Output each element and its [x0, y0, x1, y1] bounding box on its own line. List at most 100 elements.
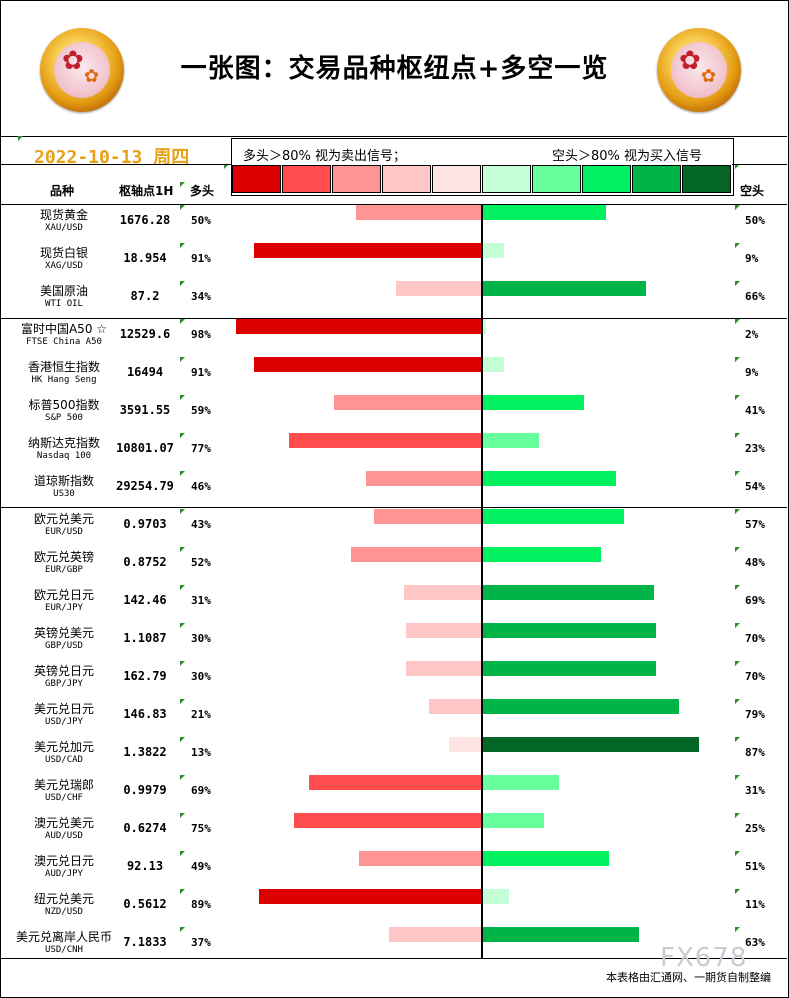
- long-bar: [373, 509, 481, 524]
- short-percent: 48%: [745, 556, 765, 569]
- short-bar: [481, 395, 584, 410]
- symbol-name: 现货白银: [39, 246, 88, 260]
- symbol-code: NZD/USD: [45, 907, 83, 917]
- symbol-name: 美元兑日元: [33, 702, 94, 716]
- symbol-name: 欧元兑英镑: [33, 550, 94, 564]
- long-bar: [406, 661, 481, 676]
- pivot-value: 142.46: [123, 593, 167, 607]
- short-bar: [481, 547, 601, 562]
- divider-indices: [0, 507, 787, 508]
- long-percent: 30%: [191, 632, 211, 645]
- report-date: 2022-10-13 周四: [34, 147, 190, 168]
- symbol-name: 标普500指数: [28, 398, 100, 412]
- row-tick: [180, 433, 185, 438]
- row-tick: [180, 509, 185, 514]
- short-bar: [481, 509, 624, 524]
- long-percent: 89%: [191, 898, 211, 911]
- short-bar: [481, 585, 654, 600]
- page-title: 一张图：交易品种枢纽点+多空一览: [180, 54, 609, 84]
- short-bar: [481, 623, 656, 638]
- row-tick: [735, 395, 740, 400]
- color-swatch: [332, 165, 381, 193]
- long-bar: [448, 737, 481, 752]
- row-tick: [180, 737, 185, 742]
- row-tick: [735, 357, 740, 362]
- long-bar: [333, 395, 481, 410]
- color-swatch: [482, 165, 531, 193]
- color-swatch: [632, 165, 681, 193]
- long-percent: 37%: [191, 936, 211, 949]
- corner-tick: [735, 164, 740, 169]
- short-bar: [481, 851, 609, 866]
- long-bar: [428, 699, 481, 714]
- color-swatch: [382, 165, 431, 193]
- corner-tick: [18, 136, 23, 141]
- symbol-code: USD/CAD: [45, 755, 83, 765]
- symbol-code: WTI OIL: [45, 299, 83, 309]
- row-tick: [180, 243, 185, 248]
- long-percent: 91%: [191, 252, 211, 265]
- short-percent: 31%: [745, 784, 765, 797]
- divider-header: [0, 204, 787, 205]
- long-bar: [308, 775, 481, 790]
- row-tick: [180, 357, 185, 362]
- row-tick: [735, 281, 740, 286]
- row-tick: [180, 585, 185, 590]
- long-percent: 91%: [191, 366, 211, 379]
- pivot-value: 0.9979: [123, 783, 167, 797]
- long-bar: [253, 357, 481, 372]
- short-bar: [481, 357, 504, 372]
- long-bar: [406, 623, 481, 638]
- short-percent: 79%: [745, 708, 765, 721]
- symbol-name: 美元兑瑞郎: [33, 778, 94, 792]
- short-percent: 87%: [745, 746, 765, 759]
- brand-logo-left: [40, 28, 124, 112]
- symbol-code: HK Hang Seng: [31, 375, 97, 385]
- row-tick: [735, 471, 740, 476]
- short-bar: [481, 699, 679, 714]
- pivot-value: 0.8752: [123, 555, 167, 569]
- short-bar: [481, 433, 539, 448]
- short-bar: [481, 813, 544, 828]
- long-bar: [288, 433, 481, 448]
- row-tick: [735, 205, 740, 210]
- row-tick: [735, 699, 740, 704]
- short-percent: 41%: [745, 404, 765, 417]
- symbol-code: FTSE China A50: [26, 337, 102, 347]
- pivot-value: 1.1087: [123, 631, 167, 645]
- symbol-name: 英镑兑日元: [33, 664, 94, 678]
- short-percent: 11%: [745, 898, 765, 911]
- short-percent: 2%: [745, 328, 759, 341]
- symbol-name: 欧元兑日元: [33, 588, 94, 602]
- col-header-long: 多头: [190, 184, 215, 198]
- short-bar: [481, 243, 504, 258]
- symbol-code: Nasdaq 100: [36, 451, 92, 461]
- symbol-name: 澳元兑日元: [33, 854, 94, 868]
- row-tick: [180, 547, 185, 552]
- divider-header-left: [0, 164, 231, 165]
- long-bar: [358, 851, 481, 866]
- pivot-value: 162.79: [123, 669, 167, 683]
- symbol-name: 道琼斯指数: [33, 474, 94, 488]
- row-tick: [180, 623, 185, 628]
- legend-box: [231, 138, 734, 196]
- short-bar: [481, 775, 559, 790]
- row-tick: [180, 889, 185, 894]
- row-tick: [180, 395, 185, 400]
- row-tick: [735, 433, 740, 438]
- symbol-code: GBP/USD: [45, 641, 83, 651]
- short-bar: [481, 737, 699, 752]
- symbol-name: 富时中国A50 ☆: [20, 322, 108, 336]
- color-swatch: [682, 165, 731, 193]
- symbol-name: 美元兑加元: [33, 740, 94, 754]
- symbol-code: USD/JPY: [45, 717, 83, 727]
- pivot-value: 7.1833: [123, 935, 167, 949]
- short-percent: 70%: [745, 670, 765, 683]
- row-tick: [735, 509, 740, 514]
- symbol-code: AUD/JPY: [45, 869, 83, 879]
- long-percent: 77%: [191, 442, 211, 455]
- row-tick: [735, 623, 740, 628]
- short-percent: 63%: [745, 936, 765, 949]
- symbol-code: US30: [53, 489, 75, 499]
- short-bar: [481, 889, 509, 904]
